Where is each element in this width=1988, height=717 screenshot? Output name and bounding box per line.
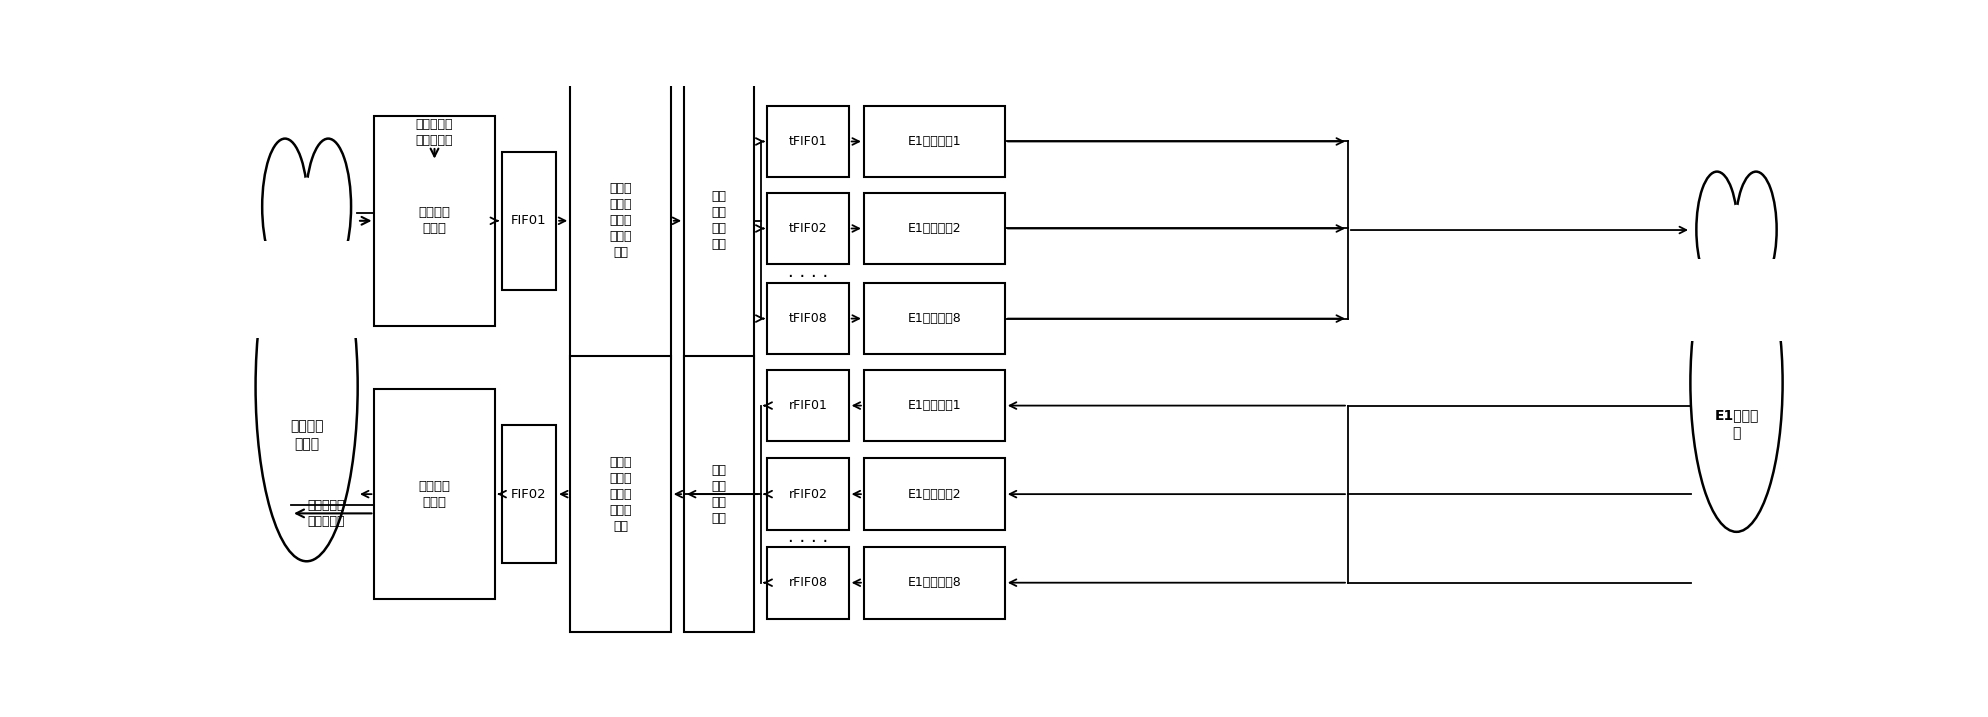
Text: · · · ·: · · · · (787, 533, 829, 551)
Bar (865, 193, 1004, 265)
Bar (865, 547, 1004, 619)
Text: FIF01: FIF01 (511, 214, 547, 227)
Ellipse shape (1724, 205, 1749, 288)
Bar (571, 82, 670, 358)
Text: 以太网接
口电路: 以太网接 口电路 (290, 419, 324, 451)
Text: rFIF01: rFIF01 (789, 399, 827, 412)
Text: E1接收单元1: E1接收单元1 (909, 399, 960, 412)
Text: E1接收单元2: E1接收单元2 (909, 488, 960, 500)
Bar (1692, 259, 1781, 341)
Bar (374, 389, 495, 599)
Text: 高级数
据链路
控制协
议成帧
电路: 高级数 据链路 控制协 议成帧 电路 (608, 182, 632, 260)
Text: 以太网接
收电路: 以太网接 收电路 (419, 206, 451, 235)
Text: FIF02: FIF02 (511, 488, 547, 500)
Ellipse shape (292, 178, 322, 275)
Ellipse shape (1696, 171, 1738, 288)
Text: E1发送单元1: E1发送单元1 (909, 135, 960, 148)
Bar (684, 356, 753, 632)
Bar (684, 82, 753, 358)
Bar (767, 282, 849, 354)
Bar (767, 105, 849, 177)
Bar (374, 116, 495, 326)
Text: E1接口电
路: E1接口电 路 (1714, 408, 1759, 440)
Bar (767, 458, 849, 530)
Bar (767, 547, 849, 619)
Bar (865, 105, 1004, 177)
Text: · · · ·: · · · · (787, 268, 829, 286)
Text: rFIF02: rFIF02 (789, 488, 827, 500)
Ellipse shape (256, 212, 358, 561)
Bar (767, 193, 849, 265)
Ellipse shape (306, 138, 352, 275)
Text: 以太网发
送电路: 以太网发 送电路 (419, 480, 451, 508)
Text: 介质无关接
口数据输入: 介质无关接 口数据输入 (415, 118, 453, 147)
Text: 发送
缓存
控制
电路: 发送 缓存 控制 电路 (712, 190, 726, 251)
Bar (865, 370, 1004, 442)
Text: E1接收单元8: E1接收单元8 (907, 576, 962, 589)
Text: tFIF08: tFIF08 (789, 312, 827, 325)
Ellipse shape (1736, 171, 1777, 288)
Text: tFIF01: tFIF01 (789, 135, 827, 148)
Text: 接收
缓存
控制
电路: 接收 缓存 控制 电路 (712, 464, 726, 525)
Bar (571, 356, 670, 632)
Text: rFIF08: rFIF08 (789, 576, 827, 589)
Ellipse shape (262, 138, 308, 275)
Text: tFIF02: tFIF02 (789, 222, 827, 235)
Bar (501, 425, 557, 563)
Text: E1发送单元8: E1发送单元8 (907, 312, 962, 325)
Bar (767, 370, 849, 442)
Ellipse shape (1690, 234, 1783, 532)
Text: 高级数
据链路
控制协
议解帧
电路: 高级数 据链路 控制协 议解帧 电路 (608, 455, 632, 533)
Bar (865, 458, 1004, 530)
Text: E1发送单元2: E1发送单元2 (909, 222, 960, 235)
Bar (865, 282, 1004, 354)
Text: 介质无关接
口数据输出: 介质无关接 口数据输出 (308, 499, 344, 528)
Bar (256, 241, 358, 338)
Bar (501, 152, 557, 290)
